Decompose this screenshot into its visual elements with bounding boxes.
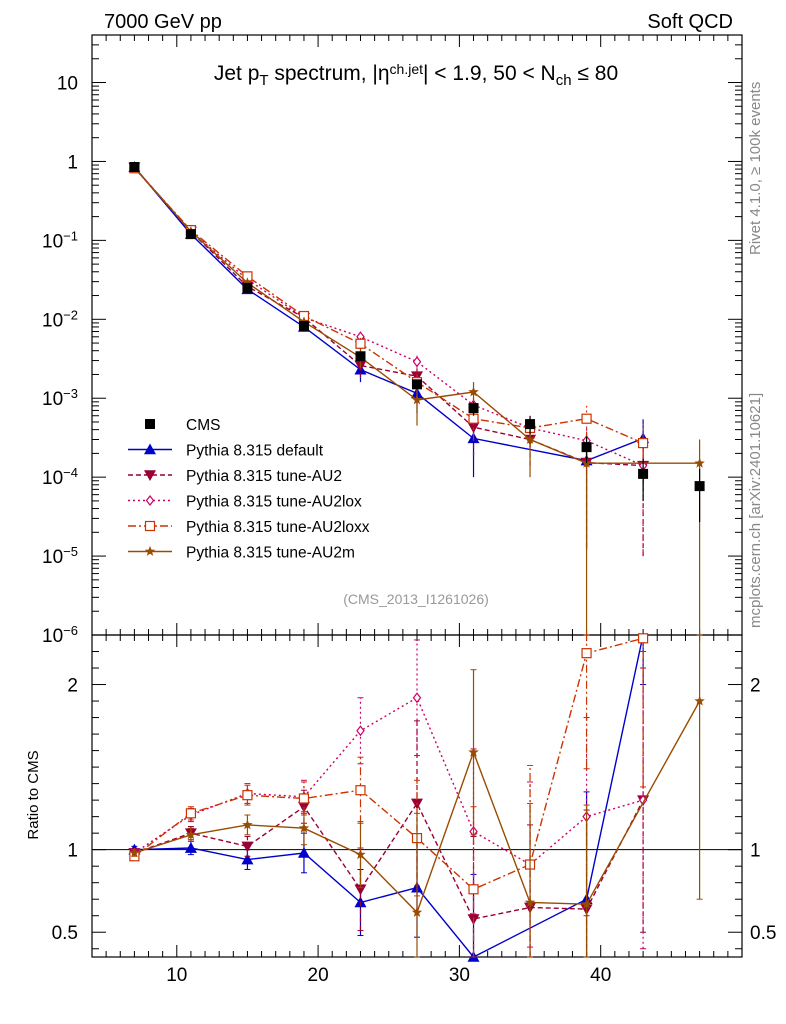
header-left: 7000 GeV pp <box>104 11 222 33</box>
cms-point <box>525 419 536 430</box>
series-2-ratio-point <box>356 725 365 737</box>
cms-point <box>638 468 649 479</box>
series-2-ratio-point <box>412 692 422 704</box>
series-3-line <box>133 167 644 444</box>
series-4-ratio-point <box>298 822 310 833</box>
y-tick-label: 10−3 <box>42 386 78 410</box>
mcplots-label: mcplots.cern.ch [arXiv:2401.10621] <box>747 393 764 628</box>
ratio-tick-label-right: 2 <box>750 676 761 697</box>
cms-point <box>298 321 309 332</box>
main-marks <box>128 161 705 635</box>
ratio-marks <box>128 633 705 962</box>
series-3-ratio-point <box>185 808 197 819</box>
x-tick-label: 20 <box>308 965 329 986</box>
ratio-axes: 10 20 30 40 0.5 0.5 1 1 2 2 <box>52 634 776 986</box>
series-4-ratio-point <box>468 746 479 757</box>
series-4-ratio-point <box>524 897 536 907</box>
y-tick-label: 10−4 <box>42 465 78 489</box>
series-2-point <box>412 356 422 368</box>
analysis-tag: (CMS_2013_I1261026) <box>343 591 489 607</box>
series-4-point <box>694 457 705 468</box>
series-4-ratio-point <box>242 819 253 830</box>
series-4-ratio-point <box>185 829 197 840</box>
cms-point <box>468 403 479 414</box>
y-tick-label: 10−1 <box>42 228 78 252</box>
series-2-line <box>133 166 644 467</box>
cms-point <box>694 481 705 492</box>
legend-marker-2 <box>144 470 156 481</box>
series-3-ratio-point <box>637 633 649 644</box>
ratio-ylabel: Ratio to CMS <box>25 750 42 839</box>
series-3-ratio-point <box>468 884 479 895</box>
legend-marker-5 <box>144 546 156 556</box>
legend-marker-4 <box>144 520 156 532</box>
series-4-point <box>411 394 423 405</box>
series-3-ratio-point <box>581 648 592 659</box>
x-tick-label: 30 <box>449 965 470 986</box>
series-4-point <box>468 386 479 397</box>
cms-point <box>355 351 366 362</box>
y-tick-label: 10−6 <box>42 623 78 647</box>
ratio-tick-label-right: 0.5 <box>750 923 776 944</box>
series-4-ratio-line <box>134 700 701 914</box>
legend-marker-1 <box>144 443 156 455</box>
legend-label-3: Pythia 8.315 tune-AU2lox <box>186 494 362 511</box>
series-3-point <box>355 338 366 349</box>
series-0-ratio-point <box>241 853 254 865</box>
legend-label-1: Pythia 8.315 default <box>186 443 324 460</box>
series-4-ratio-point <box>581 898 592 909</box>
y-tick-label: 10−5 <box>42 544 78 568</box>
legend: CMS Pythia 8.315 default Pythia 8.315 tune… <box>128 417 370 562</box>
cms-point <box>581 442 592 453</box>
series-4-ratio-point <box>411 906 423 917</box>
legend-label-4: Pythia 8.315 tune-AU2loxx <box>186 519 370 536</box>
series-3-point <box>637 438 649 449</box>
series-3-ratio-line <box>133 637 644 891</box>
legend-label-2: Pythia 8.315 tune-AU2 <box>186 468 342 485</box>
series-4-ratio-point <box>129 847 140 858</box>
cms-point <box>129 162 140 173</box>
x-tick-label: 40 <box>590 965 611 986</box>
series-3-ratio-point <box>242 790 253 801</box>
series-4-line <box>133 167 700 464</box>
series-0-ratio-line <box>134 634 644 958</box>
main-axes: 10 1 10−1 10−2 10−3 10−4 10−5 10−6 <box>42 34 742 647</box>
legend-marker-3 <box>145 495 155 506</box>
legend-label-5: Pythia 8.315 tune-AU2m <box>186 545 355 562</box>
cms-point <box>412 379 422 390</box>
series-3-point <box>581 413 592 424</box>
x-tick-label: 10 <box>166 965 187 986</box>
series-4-point <box>242 277 253 288</box>
ratio-tick-label-right: 1 <box>750 841 761 862</box>
header-right: Soft QCD <box>647 11 733 33</box>
y-tick-label: 10−2 <box>42 307 78 331</box>
ratio-tick-label-left: 1 <box>67 841 78 862</box>
series-4-ratio-point <box>694 695 705 706</box>
ratio-tick-label-left: 2 <box>67 676 78 697</box>
cms-point <box>242 282 253 293</box>
series-3-ratio-point <box>355 785 366 796</box>
legend-marker-0 <box>145 419 155 429</box>
series-4-point <box>524 434 536 444</box>
rivet-label: Rivet 4.1.0, ≥ 100k events <box>747 82 764 255</box>
series-0-ratio-point <box>184 842 197 853</box>
legend-label-0: CMS <box>186 417 220 434</box>
series-1-ratio-point <box>241 841 254 853</box>
series-4-ratio-point <box>355 849 366 860</box>
cms-point <box>185 229 196 240</box>
chart-title: Jet pT spectrum, |ηch.jet| < 1.9, 50 < N… <box>214 61 618 89</box>
series-0-ratio-point <box>297 846 310 858</box>
y-tick-label: 1 <box>67 152 78 173</box>
ratio-tick-label-left: 0.5 <box>52 923 78 944</box>
series-1-ratio-line <box>134 799 644 920</box>
series-2-ratio-line <box>134 696 644 866</box>
series-3-ratio-point <box>298 793 310 804</box>
y-tick-label: 10 <box>57 74 78 95</box>
